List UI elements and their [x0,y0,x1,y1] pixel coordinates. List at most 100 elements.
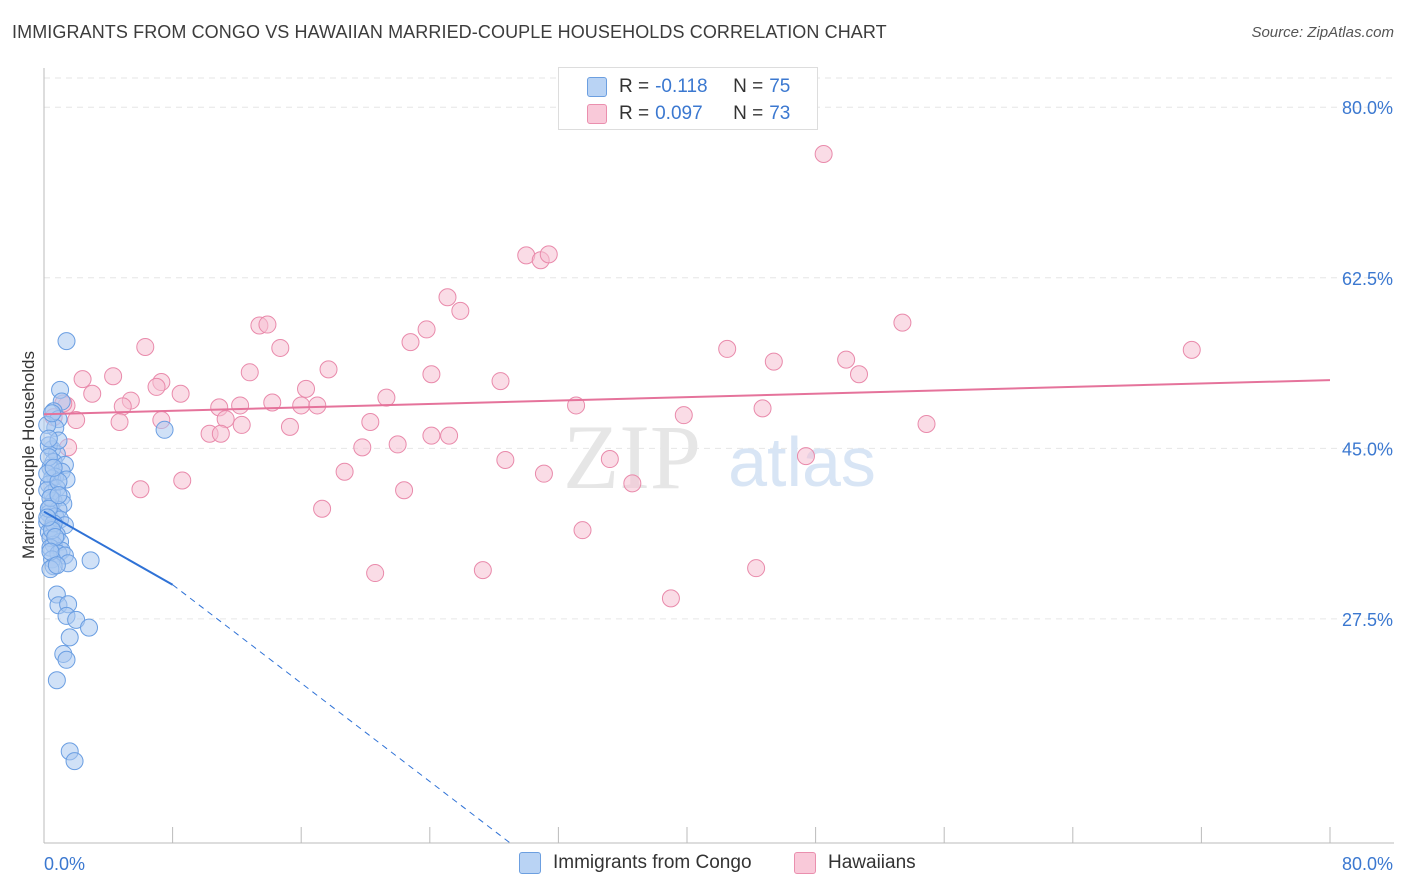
congo-point [60,628,79,647]
hawaiians-point [539,245,558,264]
trend-lines [43,379,1331,844]
hawaiians-point [308,396,327,415]
x-tick-label-max: 80.0% [1342,854,1393,874]
congo-point [47,671,66,690]
chart-title: IMMIGRANTS FROM CONGO VS HAWAIIAN MARRIE… [12,22,887,42]
legend-n-label: N = [733,103,764,124]
hawaiians-point [623,474,642,493]
hawaiians-point [240,363,259,382]
congo-point [57,332,76,351]
legend-r-label: R = [619,103,650,124]
hawaiians-trend-line [43,379,1331,416]
hawaiians-point [271,338,290,357]
series-swatch-hawaiians [794,852,816,874]
hawaiians-point [232,415,251,434]
series-name-congo: Immigrants from Congo [553,852,752,873]
hawaiians-point [104,367,123,386]
hawaiians-point [353,438,372,457]
y-tick-label: 45.0% [1342,439,1393,459]
hawaiians-point [73,370,92,389]
legend-swatch-hawaiians [587,104,607,124]
hawaiians-point [297,379,316,398]
legend-n-value-hawaiians: 73 [769,103,791,124]
hawaiians-point [850,365,869,384]
hawaiians-point [258,315,277,334]
hawaiians-point [753,399,772,418]
series-legend-congo[interactable]: Immigrants from Congo [519,852,752,874]
congo-point [80,618,99,637]
hawaiians-point [263,393,282,412]
congo-point [47,556,66,575]
congo-point [81,551,100,570]
hawaiians-point [395,481,414,500]
y-tick-label: 62.5% [1342,269,1393,289]
hawaiians-points [44,145,1201,608]
y-axis-label: Married-couple Households [19,351,38,559]
series-name-hawaiians: Hawaiians [828,852,916,873]
legend-r-value-congo: -0.118 [655,76,708,97]
hawaiians-point [917,414,936,433]
hawaiians-point [496,451,515,470]
hawaiians-point [83,384,102,403]
hawaiians-point [110,413,129,432]
congo-point [57,650,76,669]
y-tick-label: 80.0% [1342,98,1393,118]
legend-row-congo: R = -0.118 N = 75 [587,76,790,98]
congo-trend-line [43,510,174,586]
hawaiians-point [136,337,155,356]
legend-row-hawaiians: R = 0.097 N = 73 [587,103,790,125]
legend-r-label: R = [619,76,650,97]
hawaiians-point [661,589,680,608]
congo-point [155,420,174,439]
hawaiians-point [173,471,192,490]
hawaiians-point [796,447,815,466]
y-tick-label: 27.5% [1342,610,1393,630]
hawaiians-point [361,413,380,432]
hawaiians-point [131,480,150,499]
series-legend: Immigrants from Congo Hawaiians [0,852,1406,878]
hawaiians-point [67,411,86,430]
congo-points [38,332,174,771]
legend-r-value-hawaiians: 0.097 [655,103,703,124]
hawaiians-point [674,406,693,425]
hawaiians-point [573,521,592,540]
hawaiians-point [388,435,407,454]
source-label: Source: ZipAtlas.com [1251,24,1394,41]
congo-trend-extension [172,584,511,844]
tick-labels: 27.5% 45.0% 62.5% 80.0% 0.0% 80.0% [44,98,1393,874]
hawaiians-point [171,384,190,403]
series-legend-hawaiians[interactable]: Hawaiians [794,852,916,874]
hawaiians-point [534,464,553,483]
hawaiians-point [491,372,510,391]
hawaiians-point [292,396,311,415]
hawaiians-point [747,559,766,578]
hawaiians-point [366,564,385,583]
hawaiians-point [473,561,492,580]
x-tick-label-min: 0.0% [44,854,85,874]
hawaiians-point [401,333,420,352]
hawaiians-point [764,352,783,371]
hawaiians-point [451,301,470,320]
hawaiians-point [211,424,230,443]
hawaiians-point [147,377,166,396]
hawaiians-point [422,426,441,445]
legend-n-value-congo: 75 [769,76,791,97]
congo-point [49,486,68,505]
hawaiians-point [1182,340,1201,359]
hawaiians-point [335,462,354,481]
hawaiians-point [814,145,833,164]
hawaiians-point [438,288,457,307]
hawaiians-point [319,360,338,379]
hawaiians-point [231,396,250,415]
hawaiians-point [280,417,299,436]
hawaiians-point [377,388,396,407]
legend-n-label: N = [733,76,764,97]
congo-point [65,752,84,771]
congo-point [44,458,63,477]
hawaiians-point [313,499,332,518]
hawaiians-point [893,313,912,332]
hawaiians-point [718,339,737,358]
hawaiians-point [417,320,436,339]
series-swatch-congo [519,852,541,874]
correlation-legend: R = -0.118 N = 75 R = 0.097 N = 73 [558,67,818,130]
